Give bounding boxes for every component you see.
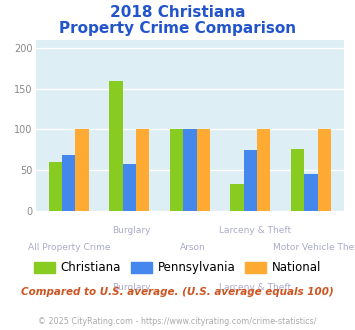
Bar	[257, 129, 271, 211]
Text: Motor Vehicle Theft: Motor Vehicle Theft	[273, 243, 355, 251]
Text: All Property Crime: All Property Crime	[28, 243, 111, 251]
Text: 2018 Christiana: 2018 Christiana	[110, 5, 245, 20]
Bar	[62, 155, 76, 211]
Legend: Christiana, Pennsylvania, National: Christiana, Pennsylvania, National	[29, 257, 326, 279]
Text: Compared to U.S. average. (U.S. average equals 100): Compared to U.S. average. (U.S. average …	[21, 287, 334, 297]
Text: Burglary: Burglary	[112, 283, 151, 292]
Bar	[136, 129, 149, 211]
Text: Property Crime Comparison: Property Crime Comparison	[59, 21, 296, 36]
Text: Burglary: Burglary	[112, 226, 151, 235]
Bar	[197, 129, 210, 211]
Bar	[109, 81, 123, 211]
Bar	[304, 174, 318, 211]
Text: Larceny & Theft: Larceny & Theft	[219, 226, 291, 235]
Text: Larceny & Theft: Larceny & Theft	[219, 283, 291, 292]
Text: Arson: Arson	[180, 243, 206, 251]
Bar	[318, 129, 331, 211]
Bar	[291, 149, 304, 211]
Bar	[183, 129, 197, 211]
Text: © 2025 CityRating.com - https://www.cityrating.com/crime-statistics/: © 2025 CityRating.com - https://www.city…	[38, 317, 317, 326]
Bar	[76, 129, 89, 211]
Bar	[170, 129, 183, 211]
Bar	[244, 150, 257, 211]
Bar	[230, 184, 244, 211]
Bar	[123, 164, 136, 211]
Bar	[49, 162, 62, 211]
